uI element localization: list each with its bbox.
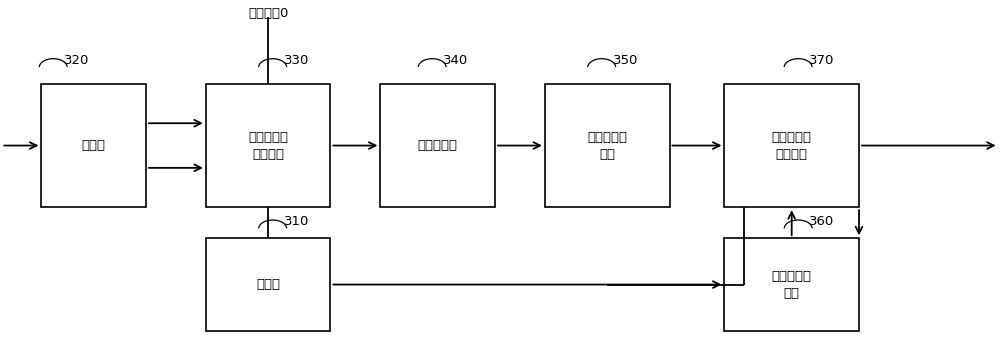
Text: 鉴相器: 鉴相器: [82, 139, 106, 152]
FancyBboxPatch shape: [545, 84, 670, 207]
Text: 相位信号产
生器: 相位信号产 生器: [772, 270, 812, 300]
Text: 状态机: 状态机: [256, 278, 280, 291]
Text: 360: 360: [809, 215, 834, 228]
Text: 320: 320: [64, 54, 90, 66]
FancyBboxPatch shape: [724, 84, 859, 207]
Text: 相位信号0: 相位信号0: [248, 7, 289, 19]
FancyBboxPatch shape: [724, 238, 859, 331]
Text: 370: 370: [809, 54, 835, 66]
FancyBboxPatch shape: [206, 238, 330, 331]
Text: 310: 310: [284, 215, 309, 228]
Text: 第二相位信
号选择器: 第二相位信 号选择器: [772, 130, 812, 161]
Text: 环路滤波器: 环路滤波器: [418, 139, 458, 152]
Text: 340: 340: [443, 54, 468, 66]
FancyBboxPatch shape: [41, 84, 146, 207]
Text: 330: 330: [284, 54, 309, 66]
Text: 数字控制振
荡器: 数字控制振 荡器: [587, 130, 627, 161]
FancyBboxPatch shape: [380, 84, 495, 207]
Text: 350: 350: [613, 54, 638, 66]
FancyBboxPatch shape: [206, 84, 330, 207]
Text: 第一相位信
号选择器: 第一相位信 号选择器: [248, 130, 288, 161]
